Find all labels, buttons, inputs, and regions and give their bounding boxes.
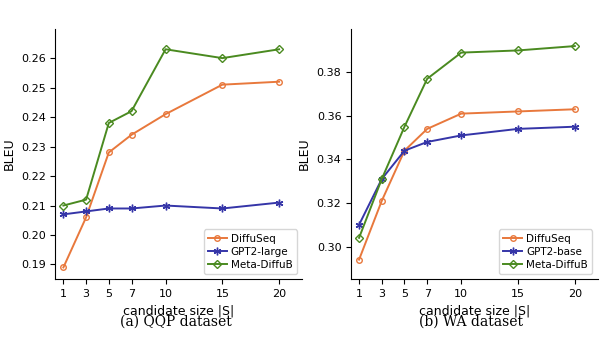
- Y-axis label: BLEU: BLEU: [298, 137, 311, 170]
- X-axis label: candidate size |S|: candidate size |S|: [123, 305, 234, 318]
- Y-axis label: BLEU: BLEU: [2, 137, 15, 170]
- Legend: DiffuSeq, GPT2-base, Meta-DiffuB: DiffuSeq, GPT2-base, Meta-DiffuB: [500, 229, 593, 274]
- X-axis label: candidate size |S|: candidate size |S|: [419, 305, 530, 318]
- Legend: DiffuSeq, GPT2-large, Meta-DiffuB: DiffuSeq, GPT2-large, Meta-DiffuB: [204, 229, 297, 274]
- Text: (a) QQP dataset: (a) QQP dataset: [120, 315, 232, 329]
- Text: (b) WA dataset: (b) WA dataset: [419, 315, 523, 329]
